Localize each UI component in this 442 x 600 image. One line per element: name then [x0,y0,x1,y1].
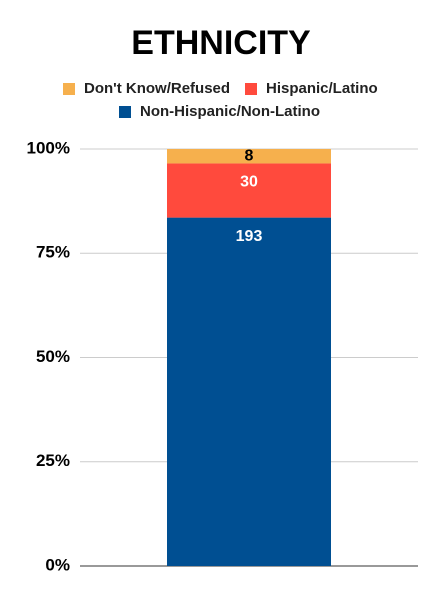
y-tick-label: 25% [36,451,70,470]
legend-swatch [119,106,131,118]
chart-title: ETHNICITY [131,24,311,62]
legend-label: Non-Hispanic/Non-Latino [140,103,320,120]
legend-label: Hispanic/Latino [266,80,378,97]
data-label: 30 [240,174,258,191]
y-tick-label: 50% [36,347,70,366]
data-label: 193 [236,228,263,245]
y-tick-label: 0% [45,555,70,574]
bar-segment [167,149,331,164]
bar-segment [167,163,331,218]
y-tick-label: 75% [36,243,70,262]
legend-swatch [63,83,75,95]
data-label: 8 [245,147,254,164]
y-tick-label: 100% [27,138,70,157]
legend-label: Don't Know/Refused [84,80,230,97]
bar-segment [167,217,331,566]
legend-swatch [245,83,257,95]
